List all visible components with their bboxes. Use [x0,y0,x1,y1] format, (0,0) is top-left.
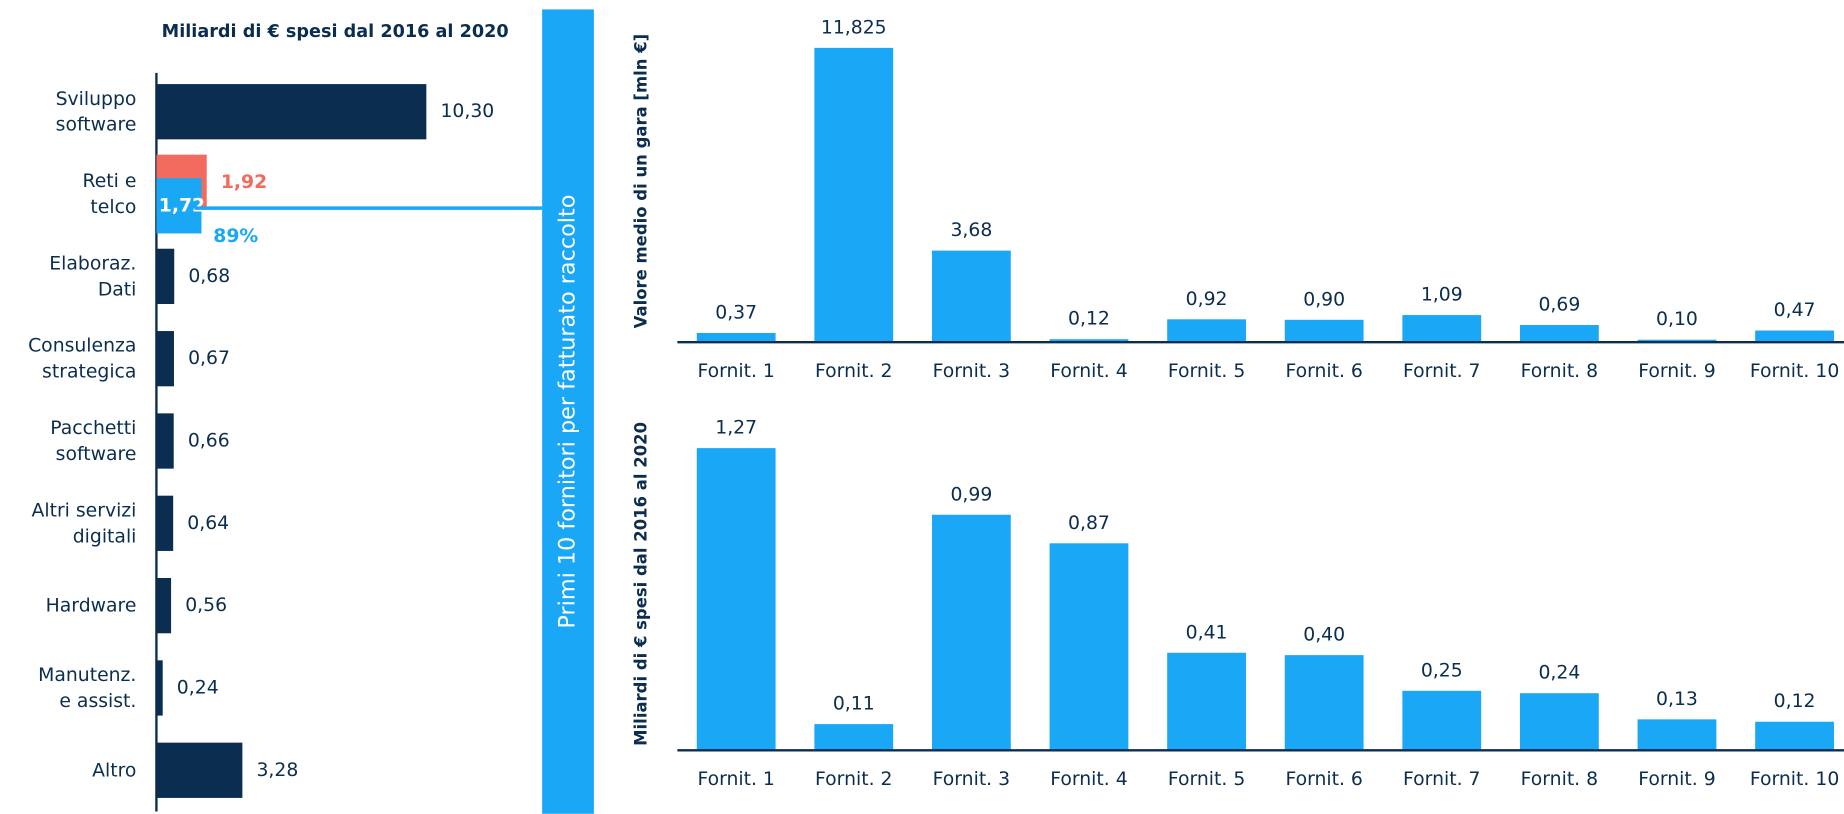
bar [1167,652,1246,751]
category-label: Elaboraz. Dati [49,253,136,300]
value-label: 1,27 [715,418,757,439]
value-label: 0,25 [1421,660,1463,681]
x-tick-label: Fornit. 5 [1168,769,1245,790]
chart-title: Miliardi di € spesi dal 2016 al 2020 [162,22,509,42]
value-label: 0,24 [177,677,219,698]
bar [1402,690,1482,751]
value-label: 10,30 [440,101,494,122]
value-label: 0,12 [1068,309,1110,330]
value-label: 0,12 [1774,691,1816,712]
category-label: Consulenza strategica [28,335,136,382]
value-label: 0,90 [1303,289,1345,310]
bar [156,84,427,140]
x-tick-label: Fornit. 7 [1403,769,1480,790]
bar [1637,339,1717,343]
banner [542,9,594,814]
bar [156,578,172,634]
y-axis-label: Miliardi di € spesi dal 2016 al 2020 [632,422,651,746]
value-label: 0,99 [950,484,992,505]
category-label: Pacchetti software [50,418,136,465]
value-label: 3,68 [950,220,992,241]
value-label: 0,10 [1656,309,1698,330]
value-label: 3,28 [256,760,298,781]
x-tick-label: Fornit. 2 [815,769,892,790]
value-label: 0,67 [188,348,230,369]
x-tick-label: Fornit. 6 [1285,361,1362,382]
bar [156,495,174,551]
bar [1519,325,1599,343]
bar [696,333,776,343]
x-tick-label: Fornit. 9 [1638,769,1715,790]
bar [156,413,174,469]
value-label: 0,92 [1186,289,1228,310]
category-label: Manutenz. e assist. [38,665,136,712]
x-tick-label: Fornit. 1 [697,769,774,790]
x-tick-label: Fornit. 8 [1521,361,1598,382]
bar [931,250,1011,343]
value-label: 0,11 [833,694,875,715]
bar [1284,655,1364,751]
bar [1167,319,1246,343]
share-label: 89% [213,226,258,247]
x-tick-label: Fornit. 10 [1750,769,1839,790]
canvas: Primi 10 fornitori per fatturato raccolt… [28,9,1844,814]
value-label: 1,72 [159,195,205,216]
bar [156,248,175,304]
category-label: Altro [92,760,136,781]
value-label: 0,87 [1068,513,1110,534]
bar [814,47,894,343]
value-label: 0,13 [1656,689,1698,710]
bar [1755,721,1834,751]
bar [1755,330,1834,343]
value-label: 0,37 [715,303,757,324]
value-label: 1,92 [221,172,267,193]
x-tick-label: Fornit. 9 [1638,361,1715,382]
x-tick-label: Fornit. 6 [1285,769,1362,790]
category-label: Sviluppo software [56,88,137,135]
x-tick-label: Fornit. 1 [697,361,774,382]
x-tick-label: Fornit. 7 [1403,361,1480,382]
value-label: 1,09 [1421,285,1463,306]
category-label: Hardware [46,595,137,616]
value-label: 0,24 [1538,663,1580,684]
bar [931,514,1011,751]
value-label: 0,69 [1538,295,1580,316]
category-label: Altri servizi digitali [32,500,137,547]
value-label: 0,64 [187,513,229,534]
value-label: 0,68 [188,266,230,287]
bar [1402,315,1482,343]
value-label: 11,825 [821,17,887,38]
x-tick-label: Fornit. 3 [933,769,1010,790]
bar [1284,319,1364,343]
bar [156,660,163,716]
bar [814,724,894,751]
value-label: 0,56 [185,595,227,616]
x-tick-label: Fornit. 3 [933,361,1010,382]
x-tick-label: Fornit. 2 [815,361,892,382]
bar [156,331,174,387]
value-label: 0,47 [1774,300,1816,321]
bar [156,742,243,798]
value-label: 0,66 [188,430,230,451]
x-tick-label: Fornit. 4 [1050,361,1127,382]
x-tick-label: Fornit. 10 [1750,361,1839,382]
x-tick-label: Fornit. 4 [1050,769,1127,790]
banner-text: Primi 10 fornitori per fatturato raccolt… [555,195,581,629]
x-tick-label: Fornit. 8 [1521,769,1598,790]
category-label: Reti e telco [82,171,136,218]
bar [1519,693,1599,751]
bar [156,178,202,234]
bar [1637,719,1717,751]
x-tick-label: Fornit. 5 [1168,361,1245,382]
y-axis-label: Valore medio di un gara [mln €] [632,34,651,328]
bar [696,448,776,751]
bar [1049,543,1129,751]
value-label: 0,41 [1186,622,1228,643]
bar [1049,339,1129,343]
value-label: 0,40 [1303,625,1345,646]
